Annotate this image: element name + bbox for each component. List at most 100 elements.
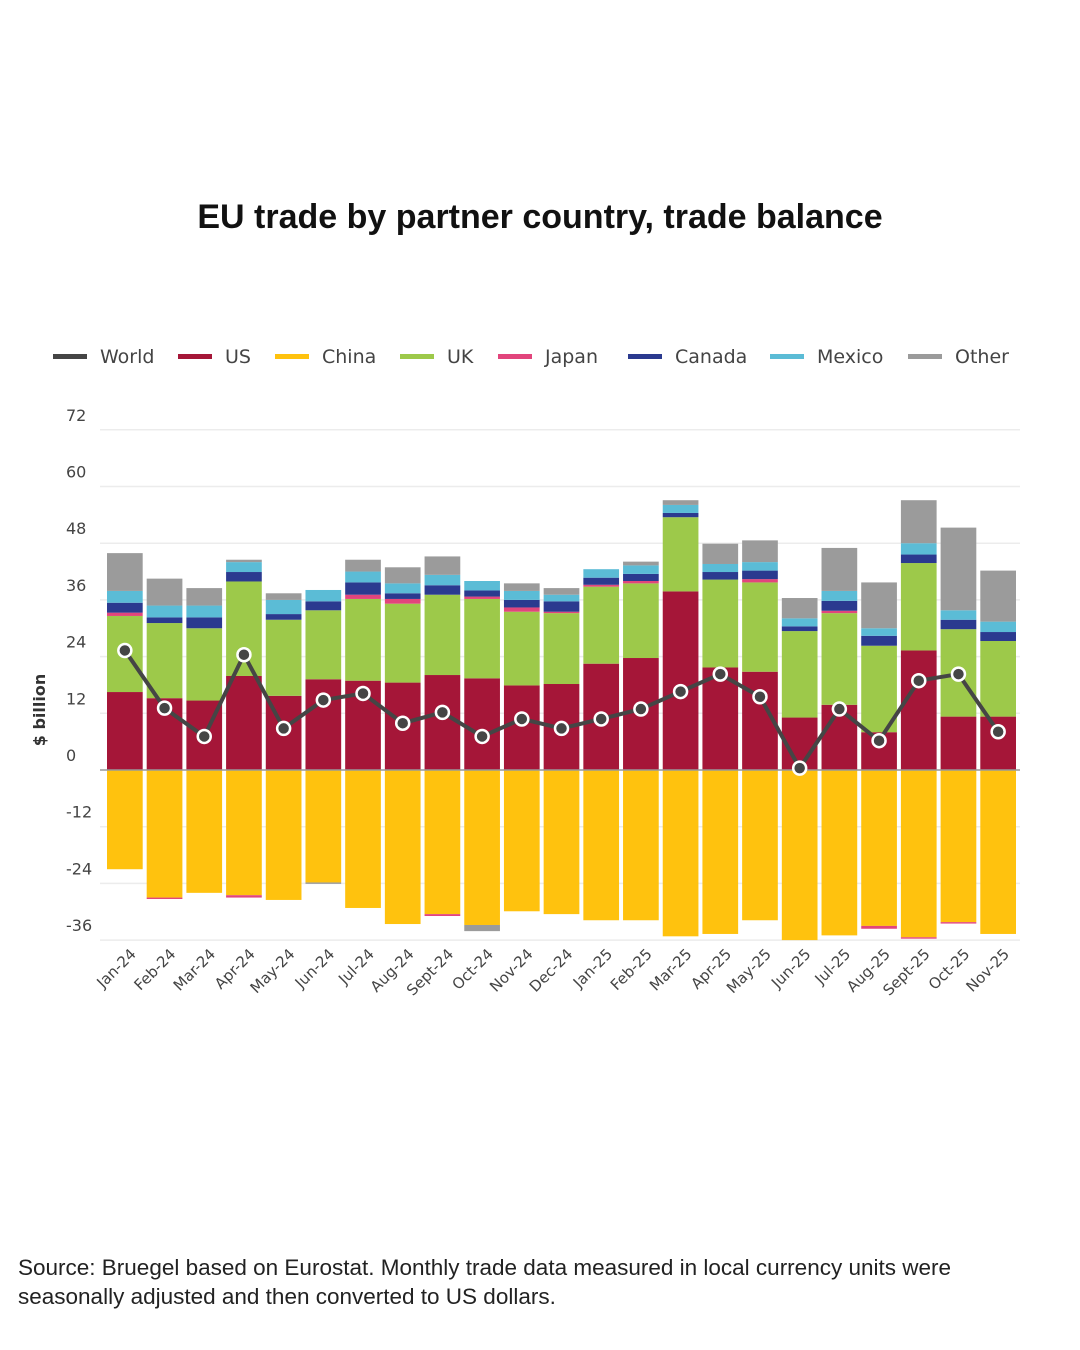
bar-canada-feb-24 (146, 617, 183, 624)
bar-other-mar-24 (186, 588, 223, 606)
bar-us-apr-24 (226, 675, 262, 770)
x-tick-label: Jan-25 (569, 945, 616, 992)
bar-mexico-aug-25 (861, 628, 897, 636)
bar-japan-apr-24 (226, 895, 262, 898)
y-tick-label: -36 (66, 916, 92, 935)
bar-us-nov-24 (503, 685, 540, 770)
legend-swatch (53, 354, 87, 359)
world-point-feb-24 (156, 700, 173, 716)
world-point-nov-24 (514, 711, 530, 727)
bar-mexico-sept-25 (900, 543, 937, 555)
bar-us-sept-24 (424, 675, 461, 770)
x-tick-label: Nov-25 (963, 945, 1013, 995)
bar-uk-jan-25 (583, 586, 620, 664)
bar-canada-jun-24 (305, 601, 342, 611)
world-point-aug-25 (871, 732, 887, 749)
bar-uk-dec-24 (543, 613, 580, 685)
bar-other-jul-25 (821, 547, 858, 591)
bar-japan-jan-25 (583, 584, 620, 587)
bars (100, 500, 1020, 941)
x-tick-label: Jan-24 (93, 945, 140, 992)
legend-label: World (100, 346, 154, 368)
bar-other-sept-25 (900, 500, 937, 544)
bar-us-jan-24 (107, 692, 143, 770)
bar-china-mar-25 (662, 770, 699, 937)
bar-japan-may-25 (742, 579, 778, 583)
bar-uk-mar-25 (662, 517, 699, 592)
legend-label: UK (447, 346, 474, 368)
world-point-may-24 (275, 720, 292, 737)
bar-uk-nov-24 (503, 611, 540, 686)
legend-item-china: China (275, 346, 376, 368)
bar-mexico-oct-24 (464, 581, 500, 591)
legend-label: Mexico (817, 346, 883, 368)
bar-mexico-may-24 (265, 599, 302, 615)
legend: World US China UK Japan Canada Mexico Other (53, 346, 1009, 368)
bar-japan-aug-24 (384, 598, 421, 604)
bar-china-jul-25 (821, 770, 858, 936)
bar-canada-jul-25 (821, 600, 858, 611)
y-tick-label: 12 (66, 689, 86, 708)
y-axis-ticks: 72 60 48 36 24 12 0 -12 -24 -36 (66, 406, 92, 935)
bar-canada-jan-24 (107, 602, 143, 613)
bar-mexico-oct-25 (940, 610, 977, 620)
bar-japan-nov-24 (503, 607, 540, 612)
chart-title: EU trade by partner country, trade balan… (197, 198, 883, 236)
bar-canada-aug-24 (384, 593, 421, 599)
bar-other-oct-24 (464, 924, 500, 932)
bar-mexico-dec-24 (543, 594, 580, 602)
bar-uk-feb-25 (623, 583, 659, 659)
legend-item-world: World (53, 346, 154, 368)
legend-item-canada: Canada (628, 346, 747, 368)
bar-us-mar-25 (662, 591, 699, 770)
legend-item-mexico: Mexico (770, 346, 883, 368)
bar-canada-jul-24 (345, 582, 381, 595)
bar-japan-aug-25 (861, 925, 897, 929)
bar-uk-feb-24 (146, 623, 183, 699)
bar-japan-oct-24 (464, 596, 500, 599)
bar-china-feb-25 (623, 770, 659, 921)
bar-canada-nov-24 (503, 599, 540, 608)
bar-japan-jul-25 (821, 610, 858, 614)
bar-other-jul-24 (345, 559, 381, 572)
bar-uk-oct-24 (464, 598, 500, 679)
legend-label: Japan (544, 346, 598, 368)
x-tick-label: Jun-25 (767, 945, 814, 992)
bar-other-jun-25 (781, 598, 818, 619)
world-point-sept-24 (434, 704, 451, 721)
legend-swatch (498, 354, 532, 359)
bar-canada-feb-25 (623, 573, 659, 581)
bar-other-jan-24 (107, 553, 143, 591)
y-tick-label: 24 (66, 633, 86, 652)
bar-other-may-24 (265, 593, 302, 600)
legend-item-us: US (178, 346, 251, 368)
source-note: Source: Bruegel based on Eurostat. Month… (18, 1255, 952, 1309)
bar-other-dec-24 (543, 588, 580, 595)
bar-uk-may-24 (265, 619, 302, 696)
bar-china-jul-24 (345, 770, 381, 908)
y-tick-label: 60 (66, 463, 86, 482)
world-point-jun-25 (791, 760, 808, 776)
bar-uk-sept-25 (900, 563, 937, 651)
world-point-oct-24 (474, 728, 490, 745)
bar-mexico-jun-24 (305, 589, 342, 602)
bar-canada-apr-25 (702, 572, 739, 580)
bar-japan-feb-25 (623, 581, 659, 584)
bar-china-oct-25 (940, 770, 977, 923)
x-tick-label: Mar-25 (646, 945, 695, 994)
bar-china-jan-25 (583, 770, 620, 921)
world-point-jan-25 (593, 711, 609, 727)
legend-label: Other (955, 346, 1009, 368)
bar-other-apr-24 (226, 559, 262, 563)
bar-other-jun-24 (305, 882, 342, 884)
bar-canada-may-24 (265, 614, 302, 620)
bar-mexico-apr-25 (702, 563, 739, 573)
bar-mexico-jun-25 (781, 618, 818, 627)
legend-swatch (908, 354, 942, 359)
world-point-aug-24 (394, 715, 411, 731)
bar-other-aug-25 (861, 582, 897, 629)
bar-canada-jan-25 (583, 577, 620, 585)
legend-label: US (225, 346, 251, 368)
x-tick-label: Feb-25 (607, 945, 656, 994)
